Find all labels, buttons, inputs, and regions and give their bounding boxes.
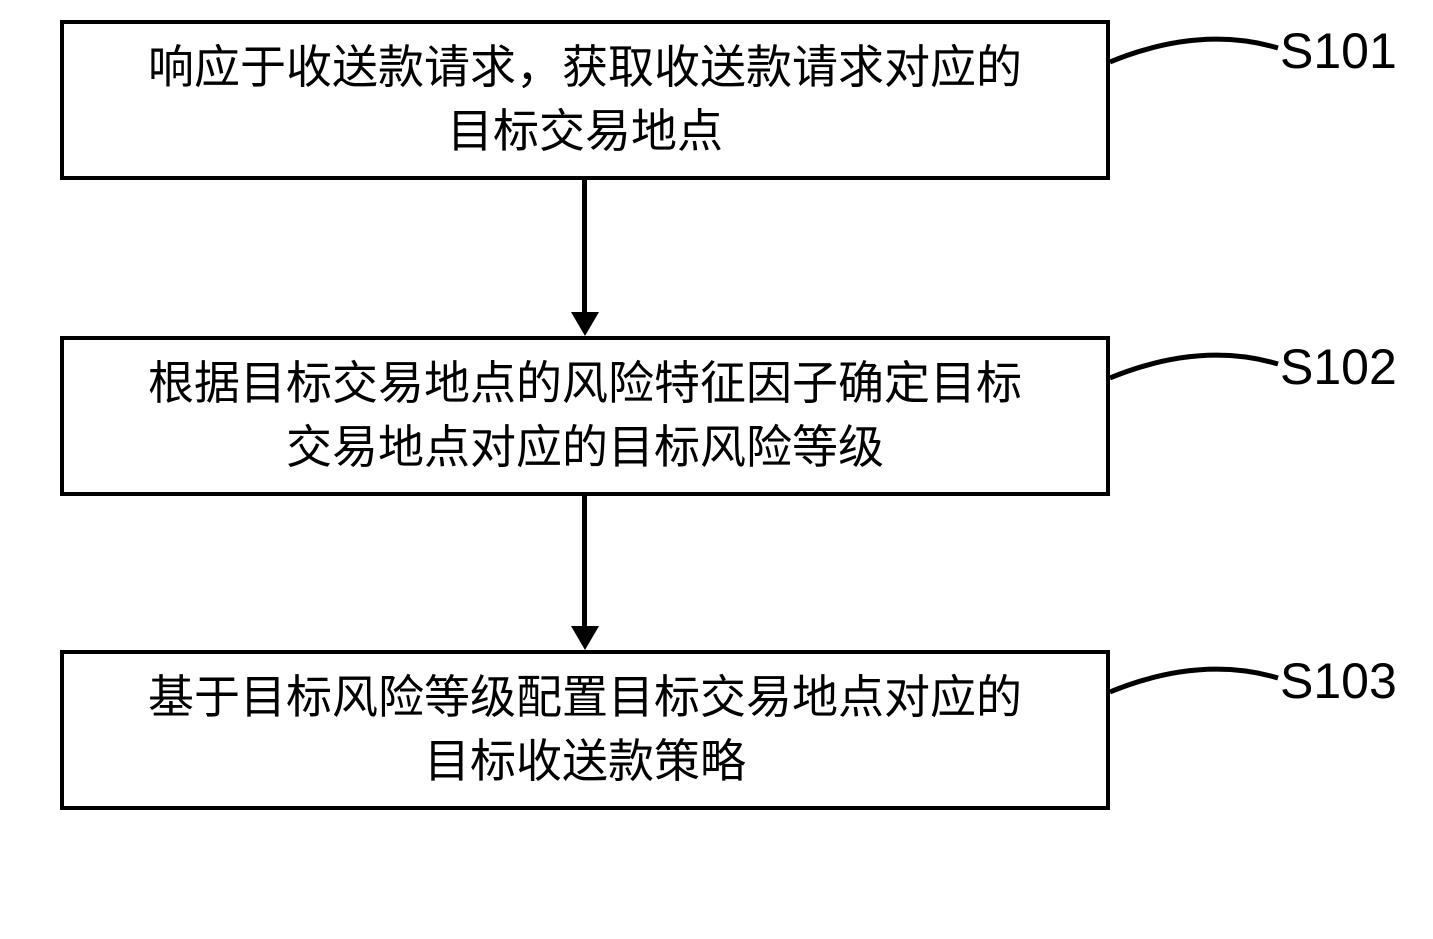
step-box-s102: 根据目标交易地点的风险特征因子确定目标 交易地点对应的目标风险等级 (60, 336, 1110, 496)
connector-s101 (1110, 20, 1280, 80)
step-box-s103: 基于目标风险等级配置目标交易地点对应的 目标收送款策略 (60, 650, 1110, 810)
step-label-s101: S101 (1280, 22, 1397, 80)
step-label-s103: S103 (1280, 652, 1397, 710)
step-text: 根据目标交易地点的风险特征因子确定目标 交易地点对应的目标风险等级 (148, 352, 1022, 481)
step-line2: 交易地点对应的目标风险等级 (286, 422, 884, 473)
connector-s103 (1110, 650, 1280, 710)
arrow-head-1 (571, 312, 599, 336)
step-line1: 响应于收送款请求，获取收送款请求对应的 (148, 42, 1022, 93)
arrow-line-2 (582, 496, 587, 628)
step-label-s102: S102 (1280, 338, 1397, 396)
step-box-s101: 响应于收送款请求，获取收送款请求对应的 目标交易地点 (60, 20, 1110, 180)
arrow-head-2 (571, 626, 599, 650)
step-text: 响应于收送款请求，获取收送款请求对应的 目标交易地点 (148, 36, 1022, 165)
step-line1: 基于目标风险等级配置目标交易地点对应的 (148, 672, 1022, 723)
step-line1: 根据目标交易地点的风险特征因子确定目标 (148, 358, 1022, 409)
step-text: 基于目标风险等级配置目标交易地点对应的 目标收送款策略 (148, 666, 1022, 795)
connector-s102 (1110, 336, 1280, 396)
step-line2: 目标交易地点 (447, 106, 723, 157)
arrow-line-1 (582, 180, 587, 314)
flowchart-container: 响应于收送款请求，获取收送款请求对应的 目标交易地点 S101 根据目标交易地点… (0, 0, 1433, 939)
step-line2: 目标收送款策略 (424, 736, 746, 787)
